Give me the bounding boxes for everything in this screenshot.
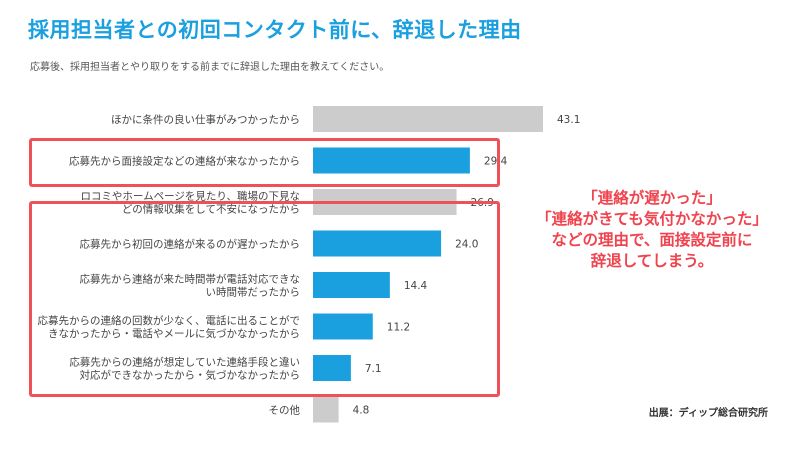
callout-line: などの理由で、面接設定前に [551,231,753,249]
category-label-6: 応募先からの連絡が想定していた連絡手段と違い [69,356,300,369]
callout-line: 辞退してしまう。 [590,252,714,270]
category-label-7: その他 [269,404,301,417]
bar-3 [313,230,442,257]
bar-1 [313,147,470,174]
value-label-1: 29.4 [484,156,508,168]
category-label-2: ロコミやホームページを見たり、職場の下見な [80,190,300,203]
source-note: 出展：ディップ総合研究所 [648,408,768,419]
value-label-5: 11.2 [387,322,410,334]
category-label-4: い時間帯だったから [206,286,301,299]
value-label-0: 43.1 [557,114,580,126]
callout-line: 「連絡が遅かった」 [582,189,722,207]
category-label-4: 応募先から連絡が来た時間帯が電話対応できな [80,273,301,286]
highlight-box-no-contact [29,138,500,187]
bar-4 [313,272,390,298]
bar-6 [313,355,351,381]
value-label-7: 4.8 [353,405,370,417]
chart-title: 採用担当者との初回コンタクト前に、辞退した理由 [28,18,522,42]
category-label-5: きなかったから・電話やメールに気づかなかったから [48,327,300,340]
value-label-3: 24.0 [455,239,478,251]
bar-0 [313,106,543,132]
category-label-6: 対応ができなかったから・気づかなかったから [80,369,301,382]
category-label-3: 応募先から初回の連絡が来るのが遅かったから [80,238,301,251]
callout-text: 「連絡が遅かった」 「連絡がきても気付かなかった」 などの理由で、面接設定前に … [528,188,776,272]
category-label-0: ほかに条件の良い仕事がみつかったから [111,113,300,126]
bar-7 [313,396,339,423]
highlight-box-slow-contact-group [29,201,500,397]
value-label-4: 14.4 [404,280,428,292]
callout-line: 「連絡がきても気付かなかった」 [536,210,768,228]
bar-5 [313,313,373,340]
category-label-1: 応募先から面接設定などの連絡が来なかったから [69,155,300,168]
category-label-2: どの情報収集をして不安になったから [122,203,300,216]
category-label-5: 応募先からの連絡の回数が少なく、電話に出ることがで [38,314,301,327]
chart-subtitle: 応募後、採用担当者とやり取りをする前までに辞退した理由を教えてください。 [30,62,390,73]
value-label-6: 7.1 [365,363,382,375]
